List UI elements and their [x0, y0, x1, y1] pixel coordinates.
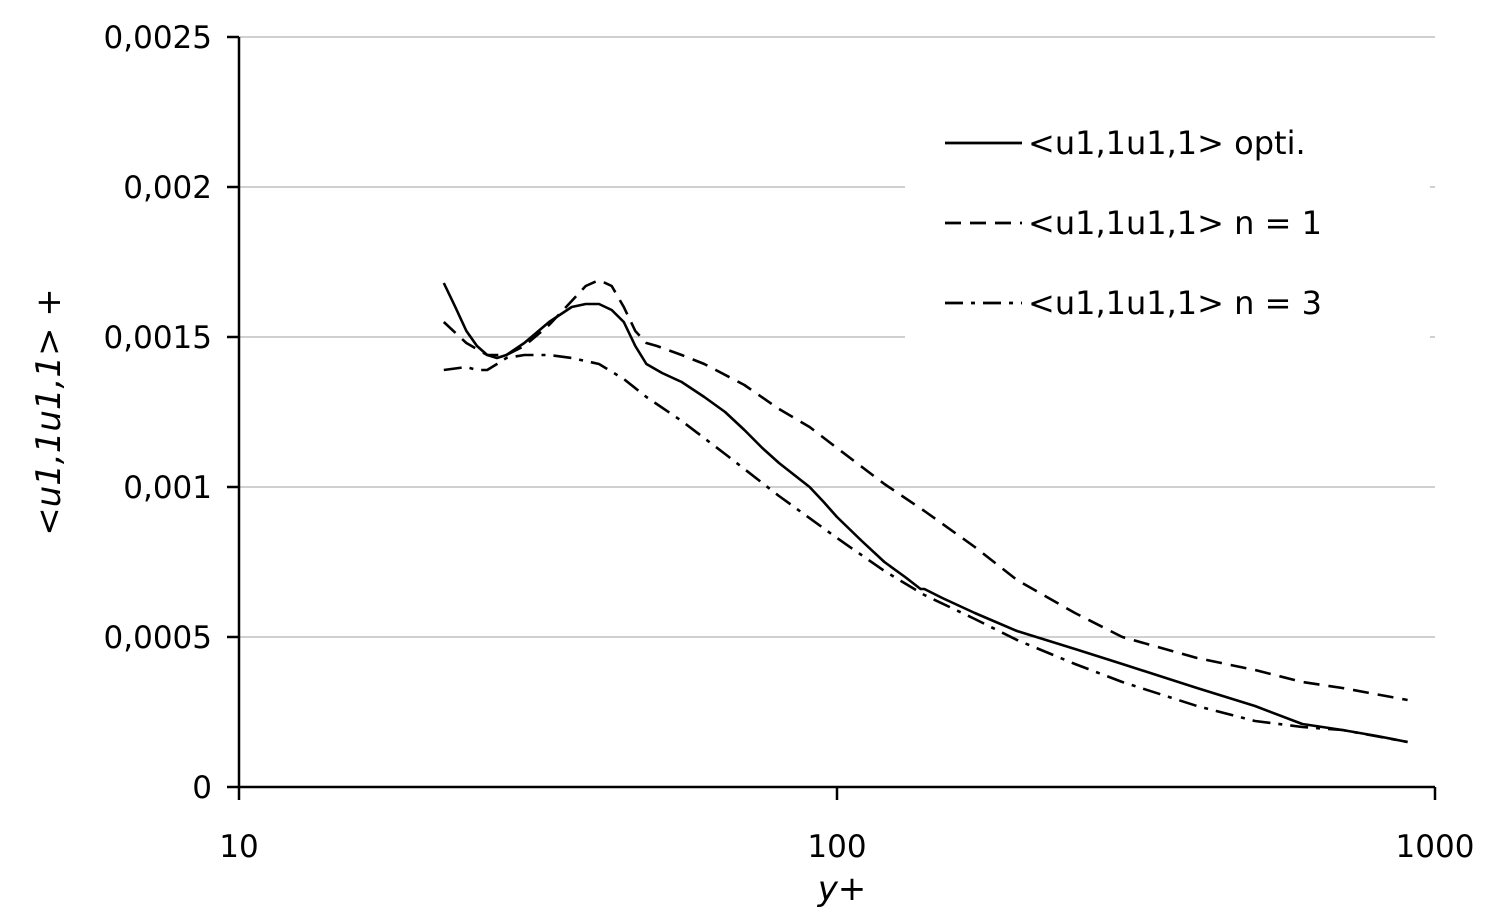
y-tick-label: 0 — [192, 770, 212, 806]
legend-label-1: <u1,1u1,1> opti. — [1028, 124, 1306, 162]
y-tick-label: 0,0005 — [104, 620, 212, 656]
series-line-2 — [442, 278, 1408, 702]
y-tick-label: 0,0015 — [104, 320, 212, 356]
series-lines — [442, 278, 1408, 744]
series-line-1 — [442, 282, 1408, 744]
y-tick-label: 0,0025 — [104, 20, 212, 56]
y-tick-label: 0,002 — [123, 170, 212, 206]
x-ticks: 10 100 1000 — [219, 787, 1474, 865]
x-axis-title: y+ — [817, 869, 867, 909]
x-tick-label: 1000 — [1396, 829, 1475, 865]
series-line-3 — [443, 353, 1408, 744]
y-axis-title: <u1,1u1,1> + — [29, 288, 69, 536]
x-tick-label: 100 — [807, 829, 866, 865]
legend: <u1,1u1,1> opti. <u1,1u1,1> n = 1 <u1,1u1,… — [905, 100, 1430, 345]
legend-label-2: <u1,1u1,1> n = 1 — [1028, 204, 1322, 242]
y-ticks: 0 0,0005 0,001 0,0015 0,002 0,0025 — [104, 20, 239, 806]
legend-label-3: <u1,1u1,1> n = 3 — [1028, 284, 1322, 322]
x-tick-label: 10 — [219, 829, 258, 865]
y-tick-label: 0,001 — [123, 470, 212, 506]
